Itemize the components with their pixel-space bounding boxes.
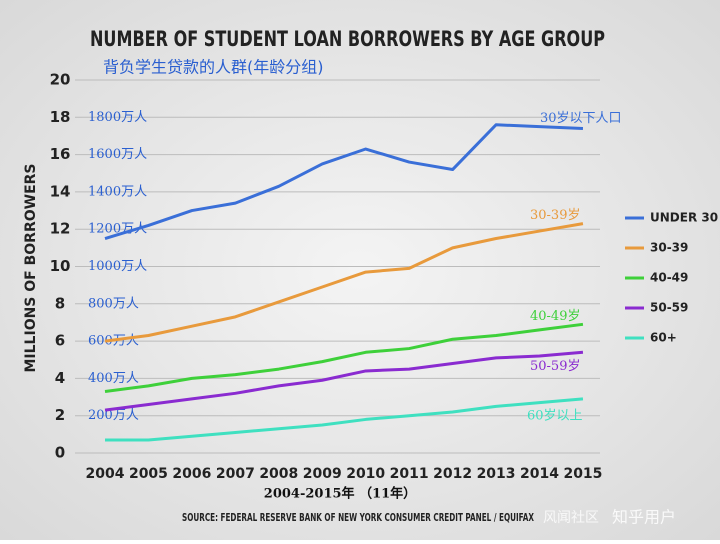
y-tick-label: 14 xyxy=(50,182,71,200)
series-annotation: 60岁以上 xyxy=(527,408,583,423)
series-line xyxy=(104,322,584,393)
x-tick-label: 2006 xyxy=(172,466,211,482)
x-tick-label: 2008 xyxy=(259,466,298,482)
y-tick-label: 4 xyxy=(55,369,65,387)
chart-title: NUMBER OF STUDENT LOAN BORROWERS BY AGE … xyxy=(90,27,605,51)
series-annotation: 50-59岁 xyxy=(530,359,580,374)
cn-value-label: 1400万人 xyxy=(88,184,147,199)
watermark: 知乎用户 xyxy=(612,508,676,527)
cn-value-label: 400万人 xyxy=(88,371,139,386)
chart-subtitle: 背负学生贷款的人群(年龄分组) xyxy=(103,58,324,77)
series-line xyxy=(105,397,584,442)
source: SOURCE: FEDERAL RESERVE BANK OF NEW YORK… xyxy=(182,512,534,524)
legend-label: 60+ xyxy=(650,331,677,345)
cn-value-label: 800万人 xyxy=(88,296,139,311)
x-tick-label: 2005 xyxy=(129,466,168,482)
x-tick-label: 2014 xyxy=(520,466,559,482)
y-tick-label: 10 xyxy=(50,257,71,275)
y-tick-label: 2 xyxy=(55,406,65,424)
y-tick-label: 12 xyxy=(50,220,71,238)
cn-value-label: 1200万人 xyxy=(88,222,147,237)
series-annotation: 30-39岁 xyxy=(530,208,580,223)
legend-label: 50-59 xyxy=(650,301,688,315)
y-tick-label: 6 xyxy=(55,332,65,350)
watermark: 风闻社区 xyxy=(543,510,599,526)
x-tick-label: 2012 xyxy=(433,466,472,482)
y-tick-label: 0 xyxy=(55,444,65,462)
legend-label: 40-49 xyxy=(650,271,688,285)
x-axis-label: 2004-2015年 （11年） xyxy=(264,486,416,502)
series-line xyxy=(104,350,584,412)
y-tick-label: 18 xyxy=(50,108,71,126)
x-tick-label: 2009 xyxy=(303,466,342,482)
series-line xyxy=(104,222,584,343)
y-axis-label: MILLIONS OF BORROWERS xyxy=(23,163,39,372)
y-tick-label: 16 xyxy=(50,145,71,163)
series-line xyxy=(104,123,584,240)
x-tick-label: 2004 xyxy=(86,466,125,482)
x-tick-label: 2015 xyxy=(563,466,602,482)
x-tick-label: 2007 xyxy=(216,466,255,482)
cn-value-label: 1000万人 xyxy=(88,259,147,274)
series-annotation: 30岁以下人口 xyxy=(540,111,622,126)
x-tick-label: 2011 xyxy=(390,466,429,482)
series-annotation: 40-49岁 xyxy=(530,309,580,324)
cn-value-label: 200万人 xyxy=(88,408,139,423)
x-tick-label: 2010 xyxy=(346,466,385,482)
y-tick-label: 8 xyxy=(55,294,65,312)
y-tick-label: 20 xyxy=(50,71,71,89)
legend-label: 30-39 xyxy=(650,241,688,255)
cn-value-label: 1600万人 xyxy=(88,147,147,162)
legend-label: UNDER 30 xyxy=(650,211,718,225)
cn-value-label: 1800万人 xyxy=(88,110,147,125)
x-tick-label: 2013 xyxy=(477,466,516,482)
